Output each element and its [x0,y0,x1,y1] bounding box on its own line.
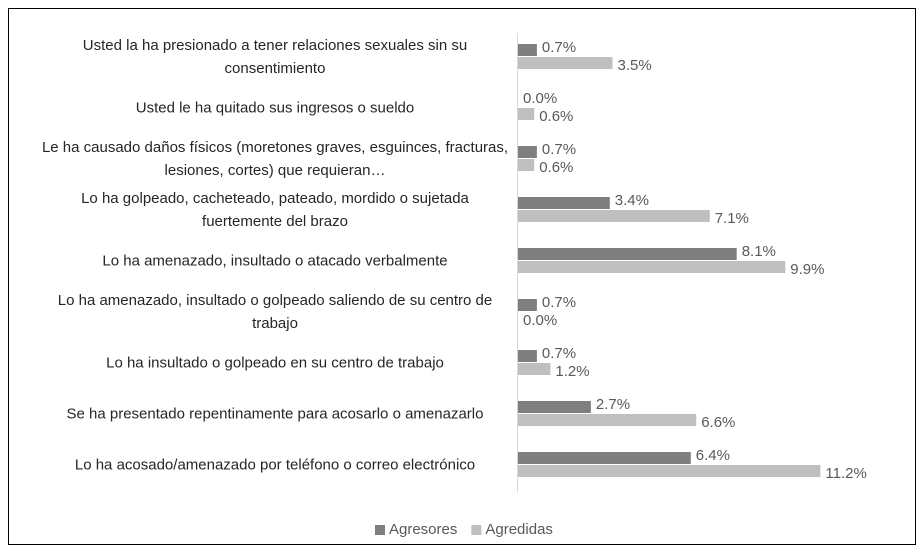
value-label: 11.2% [825,465,866,482]
value-label: 1.2% [555,363,589,380]
legend-swatch [471,525,482,535]
value-label: 0.7% [542,345,576,362]
value-label: 0.0% [523,312,557,329]
category-label: Usted le ha quitado sus ingresos o sueld… [135,99,415,117]
value-label: 0.7% [542,141,576,158]
bar [518,401,591,413]
bar [518,350,537,362]
bar [518,57,613,69]
category-label: Lo ha amenazado, insultado o golpeado sa… [57,292,493,332]
bar [518,363,551,375]
value-label: 3.5% [618,57,652,74]
legend-swatch [375,525,385,535]
legend-label: Agredidas [485,521,553,538]
value-label: 0.7% [542,39,576,56]
value-label: 0.6% [539,159,573,176]
value-label: 7.1% [715,210,749,227]
category-label: Lo ha acosado/amenazado por teléfono o c… [74,456,476,474]
bar [518,197,610,209]
bar [518,452,691,464]
bar [518,44,537,56]
frame [8,8,916,545]
category-label: Se ha presentado repentinamente para aco… [66,405,484,423]
bar [518,146,537,158]
value-label: 0.6% [539,108,573,125]
value-label: 6.4% [696,447,730,464]
value-label: 2.7% [596,396,630,413]
value-label: 9.9% [790,261,824,278]
legend-label: Agresores [389,521,457,538]
category-label: Lo ha golpeado, cacheteado, pateado, mor… [81,190,469,230]
value-label: 8.1% [742,243,776,260]
bar [518,248,737,260]
value-label: 0.0% [523,90,557,107]
category-label: Lo ha insultado o golpeado en su centro … [106,354,444,372]
value-label: 6.6% [701,414,735,431]
category-label: Usted la ha presionado a tener relacione… [82,37,468,77]
bar [518,159,535,171]
bar [518,108,535,120]
bar [518,414,697,426]
value-label: 0.7% [542,294,576,311]
bar [518,299,537,311]
bar [518,465,821,477]
category-label: Le ha causado daños físicos (moretones g… [41,139,509,179]
bar [518,261,786,273]
value-label: 3.4% [615,192,649,209]
bar [518,210,710,222]
category-label: Lo ha amenazado, insultado o atacado ver… [102,252,448,270]
